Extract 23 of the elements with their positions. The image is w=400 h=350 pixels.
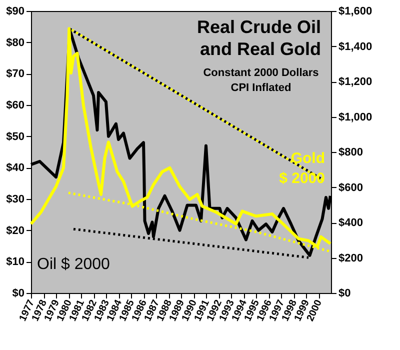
y2-tick-label: $400 xyxy=(338,217,363,229)
y2-tick-label: $600 xyxy=(338,182,363,194)
series-label: Gold $ 2000 xyxy=(279,150,325,187)
y-tick-label: $70 xyxy=(6,68,24,80)
y2-tick-label: $200 xyxy=(338,252,363,264)
text: Real Crude Oil and Real Gold xyxy=(196,17,321,59)
y-tick-label: $40 xyxy=(6,162,24,174)
text: Oil $ 2000 xyxy=(37,256,110,273)
y2-tick-label: $1,200 xyxy=(338,76,372,88)
y2-tick-label: $800 xyxy=(338,146,363,158)
y-tick-label: $90 xyxy=(6,6,24,18)
y-tick-label: $50 xyxy=(6,130,24,143)
text: Constant 2000 Dollars CPI Inflated xyxy=(203,67,319,94)
y-tick-label: $80 xyxy=(6,36,24,49)
y-tick-label: $60 xyxy=(6,100,24,112)
y-tick-label: $20 xyxy=(6,224,24,237)
y-tick-label: $0 xyxy=(12,288,24,300)
y2-tick-label: $1,600 xyxy=(338,6,372,18)
y-tick-label: $30 xyxy=(6,194,24,206)
y2-tick-label: $0 xyxy=(338,288,351,300)
y-tick-label: $10 xyxy=(6,256,24,268)
y2-tick-label: $1,000 xyxy=(338,111,372,124)
y2-tick-label: $1,400 xyxy=(338,40,372,53)
